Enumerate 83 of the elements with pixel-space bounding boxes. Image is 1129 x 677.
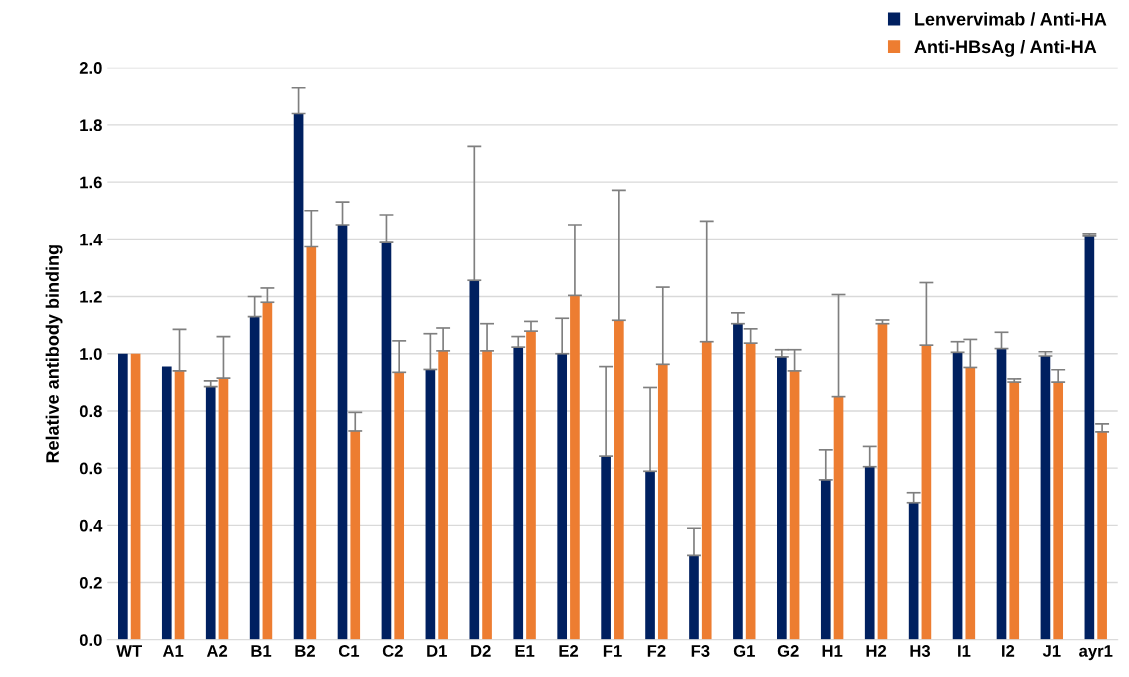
bar: [262, 302, 273, 640]
bar: [952, 352, 963, 640]
x-tick-label: H1: [822, 645, 843, 657]
y-tick-label: 1.4: [80, 233, 103, 246]
x-tick-label: B1: [251, 645, 272, 657]
y-tick-label: 0.4: [79, 519, 103, 532]
bar: [161, 366, 172, 640]
bar: [1040, 356, 1051, 640]
bar: [337, 225, 348, 640]
y-tick-label: 0.2: [79, 576, 102, 589]
y-tick-label: 1.2: [80, 290, 102, 303]
y-tick-label: 1.6: [80, 176, 102, 189]
x-tick-label: B2: [295, 645, 315, 657]
y-tick-label: 0.6: [79, 462, 102, 475]
bar: [614, 320, 624, 640]
bar: [557, 353, 568, 640]
bar: [777, 356, 787, 640]
x-tick-label: I1: [958, 645, 971, 657]
bar: [381, 242, 392, 640]
x-tick-label: G2: [777, 645, 799, 657]
bar: [205, 386, 216, 640]
bar: [1053, 382, 1064, 640]
x-tick-label: F2: [647, 645, 666, 657]
x-tick-label: I2: [1002, 645, 1015, 657]
x-tick-label: G1: [733, 645, 755, 657]
bar: [174, 370, 185, 640]
bar: [645, 471, 655, 640]
x-tick-label: F3: [691, 645, 710, 657]
bar: [218, 378, 229, 640]
bar: [965, 367, 976, 640]
bar: [689, 555, 699, 640]
y-tick-label: 0.8: [79, 405, 102, 418]
bar: [1097, 431, 1107, 640]
x-tick-label: ayr1: [1079, 645, 1113, 661]
bar: [438, 350, 448, 640]
y-tick-label: 0.0: [79, 634, 102, 646]
bar: [877, 323, 888, 640]
bar: [908, 502, 919, 640]
bar: [394, 372, 405, 640]
bar: [570, 295, 580, 640]
x-tick-label: H2: [866, 645, 887, 657]
x-tick-label: E2: [559, 645, 579, 657]
bar: [789, 370, 800, 640]
x-tick-label: J1: [1042, 645, 1061, 657]
bar: [513, 347, 524, 640]
y-tick-label: 1.0: [80, 348, 102, 360]
bar: [469, 280, 480, 640]
bar: [657, 364, 668, 640]
y-axis-title: Relative antibody binding: [45, 245, 63, 463]
x-tick-label: A1: [162, 645, 184, 657]
x-tick-label: WT: [116, 645, 142, 657]
x-tick-label: D1: [427, 645, 447, 657]
bar: [1009, 382, 1020, 640]
bar: [745, 343, 756, 640]
bar: [996, 348, 1007, 640]
x-tick-label: A2: [206, 645, 228, 657]
legend-label: Lenvervimab / Anti-HA: [915, 12, 1107, 26]
bar: [118, 353, 128, 640]
bar: [293, 113, 304, 640]
bar: [306, 246, 317, 640]
x-tick-label: C1: [338, 645, 360, 657]
bar: [820, 479, 831, 640]
bar: [864, 466, 875, 640]
bar: [425, 369, 436, 640]
bar: [130, 353, 141, 640]
bar: [249, 316, 260, 640]
x-tick-label: F1: [603, 645, 622, 657]
y-tick-label: 1.8: [80, 119, 102, 132]
x-tick-label: H3: [910, 645, 931, 657]
x-tick-label: D2: [471, 645, 491, 657]
x-tick-label: E1: [515, 645, 535, 657]
y-tick-label: 2.0: [79, 62, 102, 74]
bar: [482, 350, 492, 640]
legend-label: Anti-HBsAg / Anti-HA: [914, 39, 1097, 57]
bar: [1084, 235, 1095, 640]
bar: [601, 456, 611, 640]
bar: [350, 430, 361, 640]
x-tick-label: C2: [382, 645, 403, 657]
bar: [921, 345, 932, 640]
bar: [701, 341, 712, 640]
bar: [526, 331, 536, 640]
bar: [833, 396, 844, 640]
bar: [733, 323, 743, 640]
